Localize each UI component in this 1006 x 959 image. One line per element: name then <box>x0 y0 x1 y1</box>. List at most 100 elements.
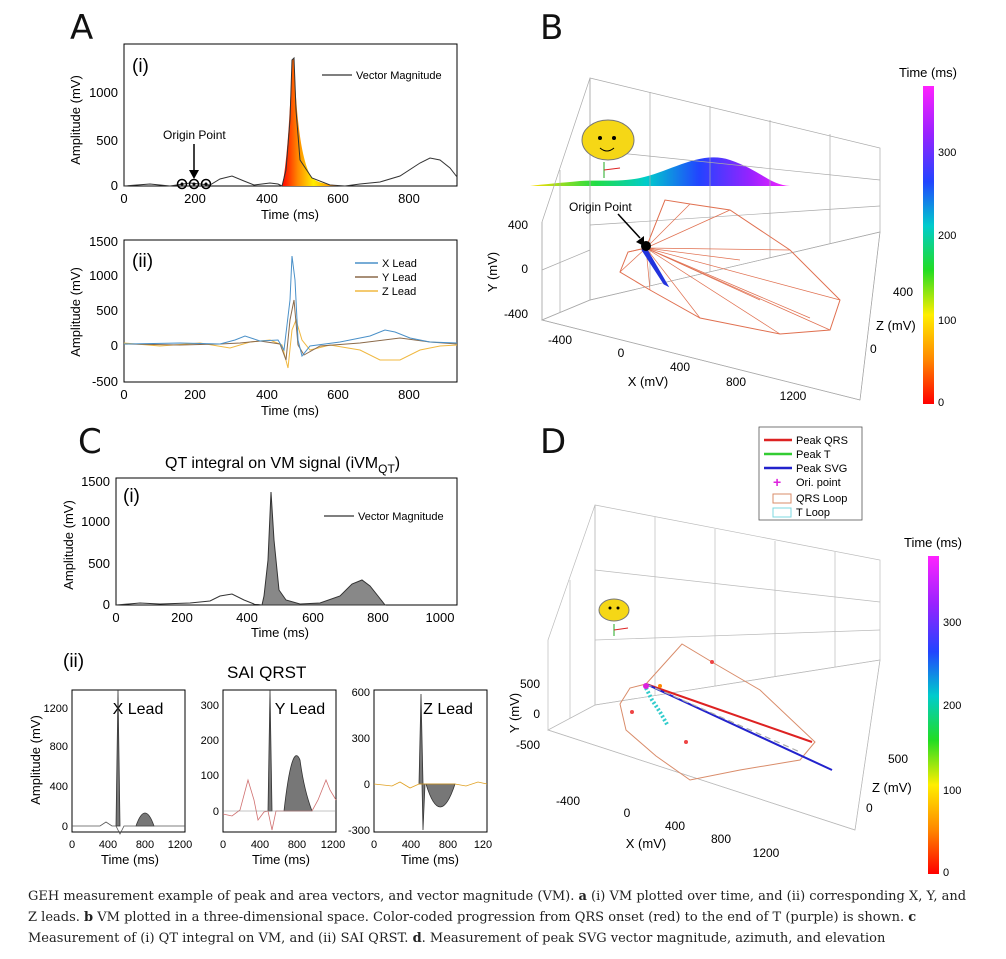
svg-text:0: 0 <box>521 262 528 276</box>
svg-text:Amplitude (mV): Amplitude (mV) <box>28 715 43 805</box>
svg-text:Time (ms): Time (ms) <box>904 535 962 550</box>
svg-text:0: 0 <box>371 839 377 851</box>
svg-text:0: 0 <box>624 806 631 820</box>
svg-text:600: 600 <box>302 610 324 625</box>
svg-text:-400: -400 <box>504 307 528 321</box>
svg-text:300: 300 <box>201 700 219 712</box>
svg-text:X Lead: X Lead <box>382 258 417 270</box>
svg-text:0: 0 <box>111 338 118 353</box>
svg-text:1500: 1500 <box>81 474 110 489</box>
svg-text:800: 800 <box>136 839 154 851</box>
svg-text:100: 100 <box>201 770 219 782</box>
svg-text:1200: 1200 <box>753 846 780 860</box>
svg-text:Time (ms): Time (ms) <box>252 852 310 867</box>
svg-text:0: 0 <box>220 839 226 851</box>
svg-text:0: 0 <box>943 867 949 879</box>
svg-text:0: 0 <box>112 610 119 625</box>
svg-text:0: 0 <box>62 821 68 833</box>
svg-text:X (mV): X (mV) <box>626 836 666 851</box>
svg-text:400: 400 <box>508 218 528 232</box>
svg-text:Time (ms): Time (ms) <box>101 852 159 867</box>
panel-b-3d-plot <box>540 77 881 401</box>
svg-text:800: 800 <box>711 832 731 846</box>
svg-text:500: 500 <box>888 752 908 766</box>
svg-text:400: 400 <box>251 839 269 851</box>
svg-text:(i): (i) <box>123 486 140 507</box>
svg-text:Amplitude (mV): Amplitude (mV) <box>68 75 83 165</box>
legend-vector-magnitude: Vector Magnitude <box>356 70 442 82</box>
svg-text:0: 0 <box>618 346 625 360</box>
svg-text:400: 400 <box>50 781 68 793</box>
panel-label-c: C <box>78 422 102 462</box>
panel-d-legend: Peak QRS Peak T Peak SVG + Ori. point QR… <box>758 426 863 521</box>
svg-text:SAI QRST: SAI QRST <box>227 663 306 682</box>
svg-text:500: 500 <box>88 556 110 571</box>
svg-text:0: 0 <box>103 597 110 612</box>
svg-text:500: 500 <box>96 303 118 318</box>
svg-text:100: 100 <box>943 785 961 797</box>
svg-text:1000: 1000 <box>89 268 118 283</box>
svg-text:300: 300 <box>943 617 961 629</box>
svg-text:0: 0 <box>870 342 877 356</box>
svg-text:1200: 1200 <box>780 389 807 403</box>
svg-text:T Loop: T Loop <box>796 507 830 519</box>
svg-text:-500: -500 <box>92 374 118 389</box>
svg-text:(ii): (ii) <box>63 651 84 672</box>
svg-text:Y Lead: Y Lead <box>275 701 325 718</box>
svg-text:Y Lead: Y Lead <box>382 272 417 284</box>
svg-text:100: 100 <box>938 315 956 327</box>
svg-text:1000: 1000 <box>89 85 118 100</box>
panel-label-d: D <box>540 422 567 462</box>
svg-text:800: 800 <box>439 839 457 851</box>
svg-text:0: 0 <box>364 779 370 791</box>
panel-b-colorbar: Time (ms) 0 100 200 300 <box>899 65 957 409</box>
svg-text:Amplitude (mV): Amplitude (mV) <box>61 500 76 590</box>
svg-text:X Lead: X Lead <box>113 701 164 718</box>
svg-text:Peak T: Peak T <box>796 449 831 461</box>
svg-text:-500: -500 <box>516 738 540 752</box>
svg-text:400: 400 <box>256 191 278 206</box>
svg-text:200: 200 <box>184 191 206 206</box>
svg-text:500: 500 <box>96 133 118 148</box>
panel-d-3d-plot <box>547 504 881 831</box>
svg-text:Y (mV): Y (mV) <box>507 693 522 733</box>
svg-text:800: 800 <box>288 839 306 851</box>
svg-text:Z Lead: Z Lead <box>423 701 473 718</box>
svg-text:Time (ms): Time (ms) <box>261 403 319 418</box>
svg-text:0: 0 <box>120 191 127 206</box>
svg-text:0: 0 <box>213 806 219 818</box>
svg-text:400: 400 <box>665 819 685 833</box>
svg-text:200: 200 <box>171 610 193 625</box>
svg-text:0: 0 <box>866 801 873 815</box>
svg-text:1000: 1000 <box>81 514 110 529</box>
svg-text:-300: -300 <box>348 825 370 837</box>
panel-d-vectors <box>598 598 833 781</box>
svg-text:800: 800 <box>398 191 420 206</box>
svg-text:-400: -400 <box>556 794 580 808</box>
svg-text:120: 120 <box>474 839 492 851</box>
svg-text:200: 200 <box>938 230 956 242</box>
panel-d-colorbar: Time (ms) 0 100 200 300 <box>904 535 962 879</box>
svg-text:Time (ms): Time (ms) <box>401 852 459 867</box>
svg-text:0: 0 <box>938 397 944 409</box>
svg-text:Z (mV): Z (mV) <box>872 780 912 795</box>
svg-text:400: 400 <box>893 285 913 299</box>
head-orientation-icon <box>581 119 635 161</box>
svg-text:800: 800 <box>50 741 68 753</box>
svg-text:300: 300 <box>352 733 370 745</box>
svg-text:+: + <box>773 474 781 490</box>
svg-text:200: 200 <box>184 387 206 402</box>
svg-text:500: 500 <box>520 677 540 691</box>
svg-text:1200: 1200 <box>168 839 192 851</box>
panel-c-i: QT integral on VM signal (iVMQT) (i) Vec… <box>61 455 458 640</box>
panel-a-i: (i) Vector Magnitude Origin Point 0 200 … <box>68 43 790 222</box>
svg-text:0: 0 <box>69 839 75 851</box>
svg-text:Amplitude (mV): Amplitude (mV) <box>68 267 83 357</box>
svg-text:0: 0 <box>120 387 127 402</box>
svg-text:200: 200 <box>943 700 961 712</box>
svg-text:200: 200 <box>201 735 219 747</box>
svg-text:600: 600 <box>327 191 349 206</box>
svg-text:X (mV): X (mV) <box>628 374 668 389</box>
svg-text:400: 400 <box>236 610 258 625</box>
svg-text:-400: -400 <box>548 333 572 347</box>
